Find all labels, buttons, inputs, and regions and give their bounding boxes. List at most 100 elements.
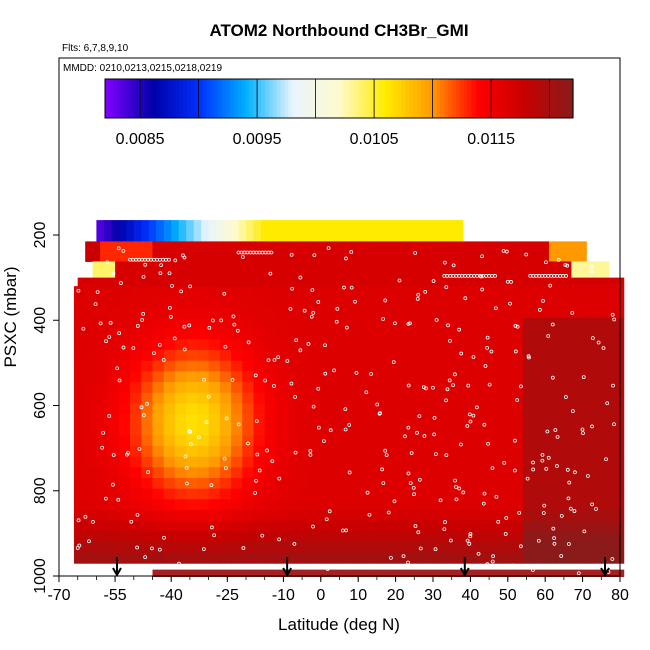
heatmap-cell — [496, 261, 505, 279]
heatmap-cell — [242, 477, 254, 490]
heatmap-cell — [455, 403, 468, 415]
heatmap-cell — [253, 318, 266, 330]
heatmap-cell — [466, 467, 479, 479]
heatmap-cell — [231, 392, 243, 404]
heatmap-cell — [421, 414, 434, 426]
heatmap-cell — [399, 488, 412, 500]
heatmap-cell — [612, 531, 625, 543]
heatmap-cell — [590, 520, 602, 532]
heatmap-cell — [219, 307, 232, 319]
heatmap-cell — [152, 467, 165, 479]
colorbar-swatch — [467, 79, 473, 118]
heatmap-cell — [578, 424, 591, 436]
heatmap-cell — [174, 435, 187, 447]
heatmap-cell — [242, 328, 254, 340]
sample-point — [188, 284, 193, 289]
heatmap-cell — [96, 307, 109, 319]
heatmap-cell — [489, 318, 501, 330]
sample-point — [188, 442, 193, 447]
heatmap-cell — [455, 328, 468, 340]
heatmap-cell — [410, 499, 423, 511]
heatmap-cell — [433, 488, 445, 500]
heatmap-cell — [96, 509, 109, 522]
colorbar-swatch — [495, 79, 500, 118]
sample-point — [406, 425, 411, 430]
sample-point — [235, 328, 240, 333]
heatmap-cell — [163, 392, 176, 404]
heatmap-cell — [208, 541, 221, 554]
sample-point — [116, 246, 121, 251]
heatmap-cell — [275, 360, 288, 372]
heatmap-cell — [354, 286, 367, 298]
heatmap-cell — [556, 286, 569, 298]
sample-point — [277, 537, 281, 542]
heatmap-cell — [365, 520, 378, 532]
heatmap-cell — [96, 477, 109, 490]
sample-point — [224, 416, 229, 421]
heatmap-cell — [343, 220, 352, 242]
heatmap-cell — [451, 277, 460, 287]
heatmap-cell — [309, 241, 318, 262]
heatmap-cell — [500, 424, 513, 436]
heatmap-cell — [533, 350, 546, 362]
heatmap-cell — [163, 296, 176, 308]
heatmap-cell — [361, 241, 370, 262]
heatmap-cell — [365, 488, 378, 500]
heatmap-cell — [590, 382, 602, 394]
sample-point — [289, 252, 294, 257]
heatmap-cell — [73, 307, 86, 319]
heatmap-cell — [414, 261, 423, 279]
heatmap-cell — [522, 414, 535, 426]
colorbar-swatch — [300, 79, 305, 118]
heatmap-cell — [260, 220, 269, 242]
heatmap-cell — [541, 277, 550, 287]
heatmap-cell — [107, 277, 116, 287]
sample-point — [98, 321, 103, 326]
heatmap-cell — [275, 307, 288, 319]
heatmap-cell — [578, 350, 591, 362]
heatmap-cell — [406, 277, 415, 287]
heatmap-cell — [601, 403, 614, 415]
heatmap-cell — [152, 392, 165, 404]
sample-point — [448, 338, 452, 343]
heatmap-cell — [533, 569, 546, 577]
heatmap-cell — [197, 360, 210, 372]
heatmap-cell — [343, 339, 355, 351]
heatmap-cell — [163, 328, 176, 340]
sample-point — [610, 312, 615, 317]
heatmap-cell — [421, 339, 434, 351]
colorbar-swatch — [276, 79, 282, 118]
sample-point — [383, 448, 388, 453]
heatmap-cell — [522, 286, 535, 298]
heatmap-cell — [73, 371, 86, 383]
heatmap-cell — [590, 339, 602, 351]
heatmap-cell — [410, 339, 423, 351]
heatmap-cell — [174, 241, 183, 262]
profile-arrow — [112, 557, 122, 578]
heatmap-cell — [320, 509, 333, 522]
heatmap-cell — [189, 241, 198, 262]
colorbar-swatch — [229, 79, 235, 118]
heatmap-cell — [578, 360, 591, 372]
sample-point — [458, 442, 463, 447]
heatmap-cell — [455, 499, 468, 511]
heatmap-cell — [231, 286, 243, 298]
heatmap-cell — [612, 328, 625, 340]
colorbar-frame — [104, 78, 574, 119]
heatmap-cell — [354, 552, 367, 564]
heatmap-cell — [365, 456, 378, 468]
sample-point — [344, 325, 349, 330]
heatmap-cell — [96, 392, 109, 404]
heatmap-cell — [141, 318, 153, 330]
heatmap-cell — [287, 241, 296, 262]
heatmap-cell — [197, 277, 206, 287]
heatmap-cell — [264, 488, 277, 500]
sample-point — [431, 279, 436, 283]
heatmap-cell — [399, 531, 412, 543]
heatmap-cell — [253, 467, 266, 479]
sample-point — [246, 441, 250, 446]
heatmap-cell — [433, 467, 445, 479]
heatmap-cell — [365, 424, 378, 436]
sample-point — [121, 345, 126, 350]
heatmap-cell — [376, 509, 389, 522]
